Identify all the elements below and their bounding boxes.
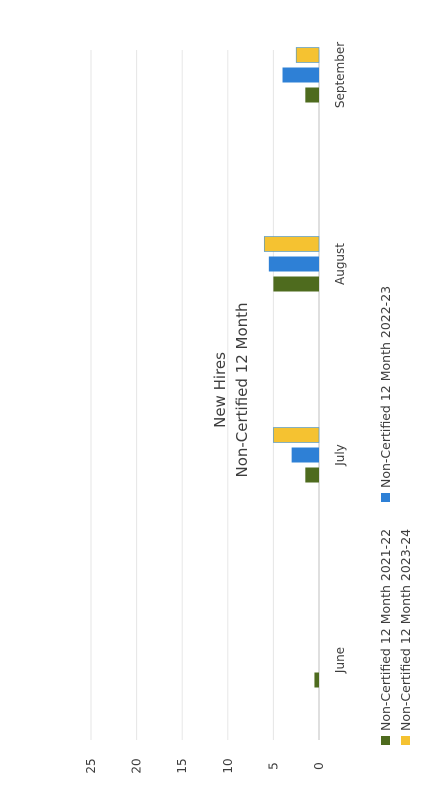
bar <box>295 47 320 63</box>
bar <box>273 427 320 443</box>
y-tick-label: 5 <box>266 762 280 770</box>
y-tick-group: 10 <box>221 758 235 773</box>
legend-label: Non-Certified 12 Month 2022-23 <box>378 286 393 488</box>
bar <box>314 672 319 688</box>
legend-label: Non-Certified 12 Month 2023-24 <box>398 529 413 731</box>
category-label: September <box>333 42 347 108</box>
chart-subtitle: Non-Certified 12 Month <box>233 302 251 477</box>
y-tick-group: 25 <box>84 758 98 773</box>
bar <box>263 236 320 252</box>
legend-label: Non-Certified 12 Month 2021-22 <box>378 529 393 731</box>
y-tick-label: 20 <box>130 758 144 773</box>
category-labels: June July August September <box>333 42 347 674</box>
chart-title: New Hires <box>211 352 229 428</box>
gridlines <box>90 50 320 740</box>
category-label: June <box>333 647 347 674</box>
category-label: August <box>333 243 347 285</box>
legend-swatch <box>401 736 410 745</box>
bar <box>268 256 319 272</box>
bar <box>282 67 319 83</box>
bars <box>263 47 320 688</box>
y-tick-group: 20 <box>130 758 144 773</box>
y-tick-group: 0 <box>312 762 326 770</box>
chart-title-group: New Hires <box>211 352 229 428</box>
bar <box>305 87 319 103</box>
category-label-group: August <box>333 243 347 285</box>
category-label-group: July <box>333 444 347 467</box>
y-tick-label: 15 <box>175 758 189 773</box>
y-tick-label: 25 <box>84 758 98 773</box>
legend: Non-Certified 12 Month 2021-22 Non-Certif… <box>378 286 413 745</box>
y-tick-labels: 0 5 10 15 20 25 <box>84 758 326 773</box>
y-tick-label: 10 <box>221 758 235 773</box>
y-tick-label: 0 <box>312 762 326 770</box>
bar <box>291 447 319 463</box>
legend-swatch <box>381 493 390 502</box>
legend-swatch <box>381 736 390 745</box>
y-tick-group: 5 <box>266 762 280 770</box>
chart-subtitle-group: Non-Certified 12 Month <box>233 302 251 477</box>
legend-item: Non-Certified 12 Month 2022-23 <box>378 286 393 502</box>
category-label: July <box>333 444 347 467</box>
legend-item: Non-Certified 12 Month 2023-24 <box>398 529 413 745</box>
legend-item: Non-Certified 12 Month 2021-22 <box>378 529 393 745</box>
category-label-group: September <box>333 42 347 108</box>
bar <box>273 276 319 292</box>
category-label-group: June <box>333 647 347 674</box>
bar <box>305 467 319 483</box>
y-tick-group: 15 <box>175 758 189 773</box>
